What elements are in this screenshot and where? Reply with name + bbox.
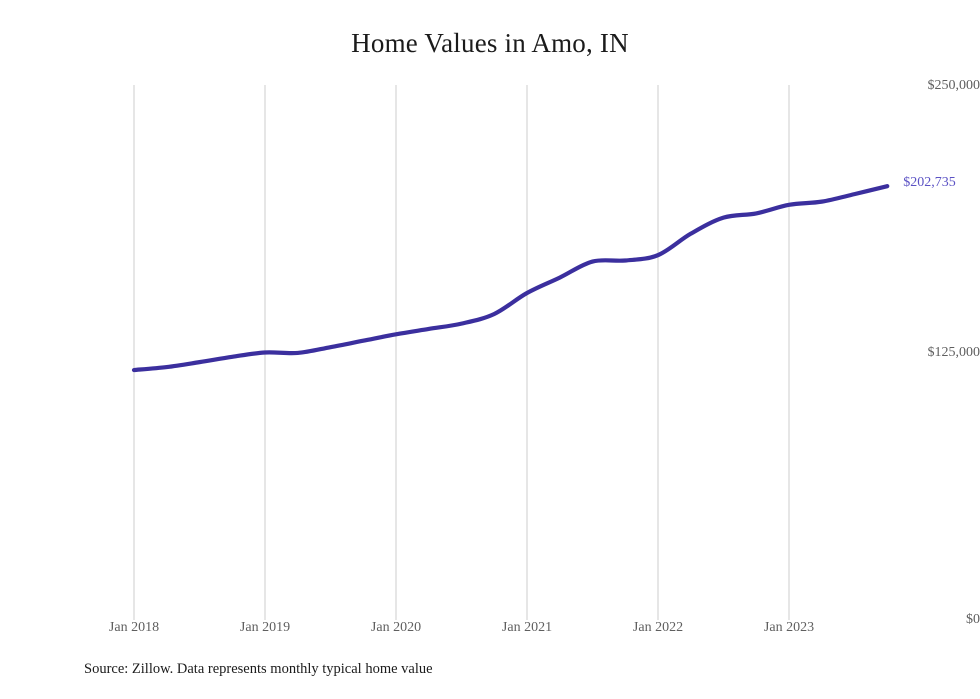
x-axis-tick-label-jan-2022: Jan 2022 bbox=[632, 620, 684, 635]
source-footnote: Source: Zillow. Data represents monthly … bbox=[84, 661, 433, 677]
x-axis-tick-label-jan-2021: Jan 2021 bbox=[501, 620, 553, 635]
y-axis-tick-label-250000: $250,000 bbox=[927, 78, 980, 93]
x-axis-tick-label-jan-2018: Jan 2018 bbox=[108, 620, 160, 635]
y-axis-tick-label-125000: $125,000 bbox=[927, 345, 980, 360]
x-axis-tick-label-jan-2023: Jan 2023 bbox=[763, 620, 815, 635]
chart-title: Home Values in Amo, IN bbox=[351, 28, 629, 58]
y-axis-tick-label-0: $0 bbox=[966, 612, 980, 627]
gridlines bbox=[133, 85, 790, 620]
x-axis-tick-label-jan-2020: Jan 2020 bbox=[370, 620, 422, 635]
endpoint-value-label: $202,735 bbox=[903, 175, 956, 191]
home-value-trend-line bbox=[131, 184, 890, 373]
x-axis-tick-label-jan-2019: Jan 2019 bbox=[239, 620, 291, 635]
